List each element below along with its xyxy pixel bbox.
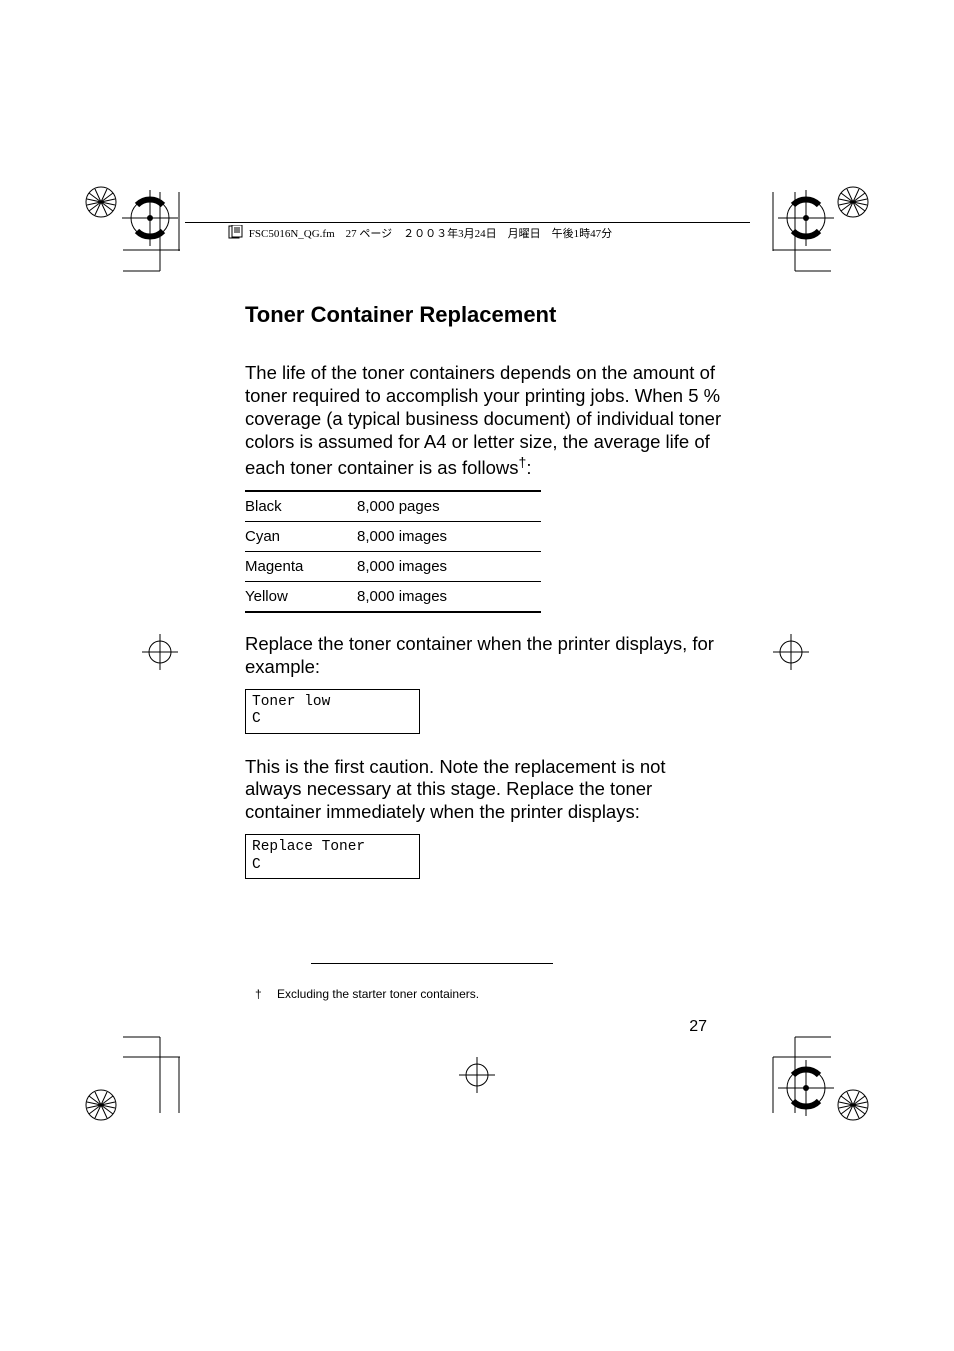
toner-color: Yellow [245, 581, 357, 612]
display1-l2: C [252, 711, 261, 727]
para1-tail: : [526, 457, 531, 478]
toner-color: Cyan [245, 521, 357, 551]
header-text: FSC5016N_QG.fm 27 ページ ２００３年3月24日 月曜日 午後1… [228, 225, 612, 241]
toner-life: 8,000 images [357, 551, 541, 581]
footnote: †Excluding the starter toner containers. [255, 987, 479, 1001]
toner-life-table: Black8,000 pagesCyan8,000 imagesMagenta8… [245, 490, 541, 613]
heading: Toner Container Replacement [245, 302, 725, 328]
printer-display-low: Toner low C [245, 689, 420, 734]
paragraph-replace: Replace the toner container when the pri… [245, 633, 725, 679]
table-row: Yellow8,000 images [245, 581, 541, 612]
toner-color: Magenta [245, 551, 357, 581]
table-row: Magenta8,000 images [245, 551, 541, 581]
paragraph-caution: This is the first caution. Note the repl… [245, 756, 725, 825]
page-icon [228, 225, 246, 239]
toner-life: 8,000 images [357, 521, 541, 551]
display1-l1: Toner low [252, 694, 330, 710]
display2-l2: C [252, 857, 261, 873]
table-row: Cyan8,000 images [245, 521, 541, 551]
footnote-dagger: † [255, 987, 277, 1001]
para1-text: The life of the toner containers depends… [245, 362, 721, 478]
display2-l1: Replace Toner [252, 839, 365, 855]
printer-display-replace: Replace Toner C [245, 834, 420, 879]
header-label: FSC5016N_QG.fm 27 ページ ２００３年3月24日 月曜日 午後1… [249, 228, 612, 240]
toner-color: Black [245, 491, 357, 522]
header-rule [185, 222, 750, 223]
footnote-text: Excluding the starter toner containers. [277, 987, 479, 1001]
toner-life: 8,000 images [357, 581, 541, 612]
footnote-rule [311, 963, 553, 964]
page-number: 27 [689, 1018, 707, 1036]
paragraph-intro: The life of the toner containers depends… [245, 362, 725, 480]
table-row: Black8,000 pages [245, 491, 541, 522]
toner-life: 8,000 pages [357, 491, 541, 522]
